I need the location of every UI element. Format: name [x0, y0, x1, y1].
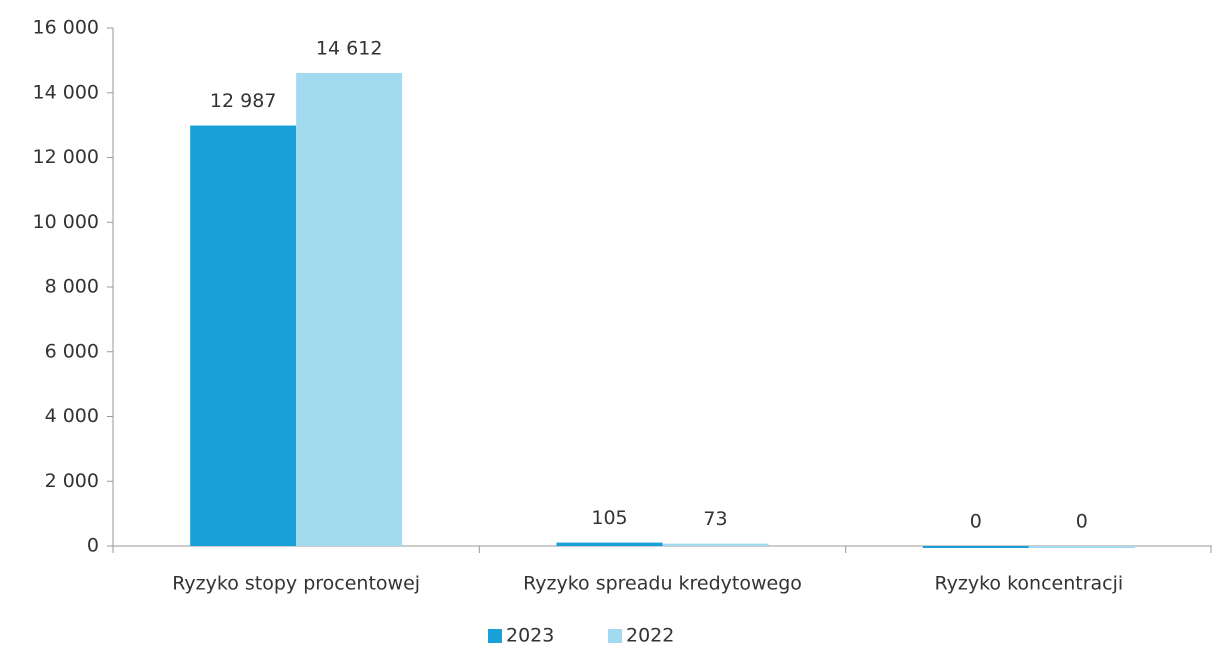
x-tick-label: Ryzyko stopy procentowej [172, 573, 420, 595]
bar [662, 543, 769, 546]
y-tick-label: 0 [87, 535, 99, 557]
bar [922, 546, 1029, 548]
value-label: 0 [970, 511, 982, 533]
y-tick-label: 12 000 [33, 146, 99, 168]
bar [556, 542, 663, 546]
legend-swatch [488, 629, 502, 643]
bar [190, 125, 297, 547]
y-tick-label: 16 000 [33, 17, 99, 39]
legend-swatch [608, 629, 622, 643]
value-label: 0 [1076, 511, 1088, 533]
value-label: 105 [591, 507, 627, 529]
legend-label: 2023 [506, 625, 554, 646]
y-tick-label: 8 000 [45, 276, 99, 298]
y-tick-label: 10 000 [33, 211, 99, 233]
y-tick-label: 4 000 [45, 405, 99, 427]
x-tick-label: Ryzyko spreadu kredytowego [523, 573, 802, 595]
value-label: 14 612 [316, 37, 382, 59]
value-label: 12 987 [210, 90, 276, 112]
bar [296, 72, 403, 547]
value-label: 73 [703, 508, 727, 530]
x-tick-label: Ryzyko koncentracji [934, 573, 1123, 595]
bar [1028, 546, 1135, 548]
legend-label: 2022 [626, 625, 674, 646]
y-tick-label: 2 000 [45, 470, 99, 492]
y-tick-label: 14 000 [33, 81, 99, 103]
y-tick-label: 6 000 [45, 340, 99, 362]
